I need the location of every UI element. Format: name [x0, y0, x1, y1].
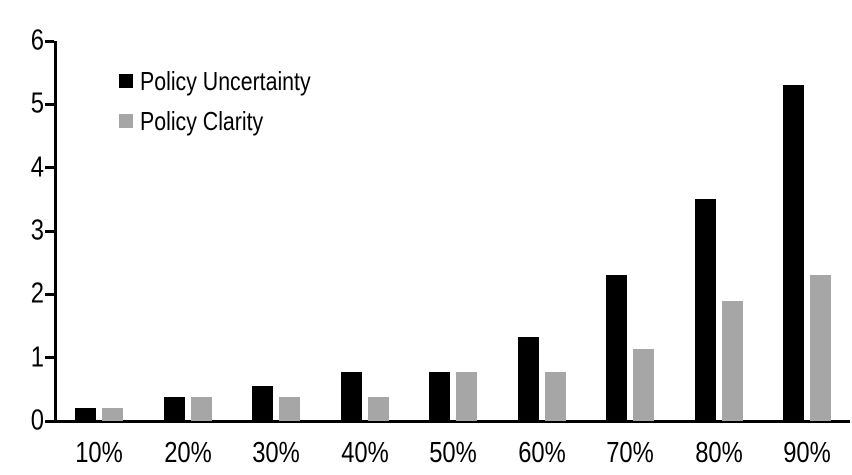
bar-policy-uncertainty-90pct	[783, 85, 804, 421]
x-category-label: 50%	[429, 437, 477, 469]
x-axis-line	[45, 420, 850, 423]
y-axis-tick	[45, 39, 54, 43]
legend-item-policy-clarity: Policy Clarity	[119, 107, 290, 135]
bar-policy-uncertainty-40pct	[340, 372, 362, 421]
y-tick-label: 6	[30, 24, 44, 57]
legend-swatch-policy-uncertainty-icon	[119, 74, 133, 88]
y-tick-label: 4	[30, 151, 44, 184]
y-tick-label: 3	[30, 214, 44, 247]
y-axis-tick	[45, 166, 54, 170]
bar-policy-clarity-60pct	[544, 372, 566, 421]
bar-policy-clarity-90pct	[810, 275, 831, 421]
bar-policy-clarity-80pct	[721, 300, 743, 421]
bar-policy-uncertainty-10pct	[75, 408, 96, 421]
y-tick-label: 1	[30, 341, 44, 374]
x-category-label: 70%	[606, 437, 654, 469]
y-axis-line	[54, 41, 57, 423]
bar-policy-uncertainty-30pct	[252, 385, 273, 421]
bar-policy-uncertainty-50pct	[429, 372, 450, 421]
y-axis-tick	[45, 356, 54, 360]
x-category-label: 40%	[340, 437, 389, 469]
x-category-label: 80%	[694, 437, 743, 469]
bar-policy-clarity-20pct	[190, 396, 212, 421]
bar-policy-clarity-40pct	[367, 396, 389, 421]
x-category-label: 20%	[163, 437, 212, 469]
bar-policy-clarity-30pct	[279, 396, 300, 421]
bar-policy-uncertainty-80pct	[694, 199, 716, 421]
y-tick-label: 5	[30, 87, 44, 120]
x-category-label: 10%	[75, 437, 123, 469]
bar-policy-uncertainty-60pct	[517, 336, 539, 421]
y-axis-tick	[45, 102, 54, 106]
bar-policy-clarity-10pct	[102, 408, 123, 421]
y-tick-label: 0	[30, 404, 44, 437]
legend-swatch-policy-clarity-icon	[119, 114, 133, 128]
legend-item-policy-uncertainty: Policy Uncertainty	[119, 67, 348, 95]
x-category-label: 60%	[517, 437, 566, 469]
legend-label-policy-uncertainty: Policy Uncertainty	[140, 66, 311, 96]
legend-label-policy-clarity: Policy Clarity	[140, 106, 264, 136]
bar-policy-uncertainty-20pct	[163, 396, 185, 421]
y-axis-tick	[45, 292, 54, 296]
y-tick-label: 2	[30, 277, 44, 310]
x-category-label: 90%	[783, 437, 831, 469]
bar-policy-clarity-50pct	[456, 372, 477, 421]
x-category-label: 30%	[252, 437, 300, 469]
y-axis-tick	[45, 229, 54, 233]
bar-policy-clarity-70pct	[633, 349, 654, 421]
bar-policy-uncertainty-70pct	[606, 275, 627, 421]
